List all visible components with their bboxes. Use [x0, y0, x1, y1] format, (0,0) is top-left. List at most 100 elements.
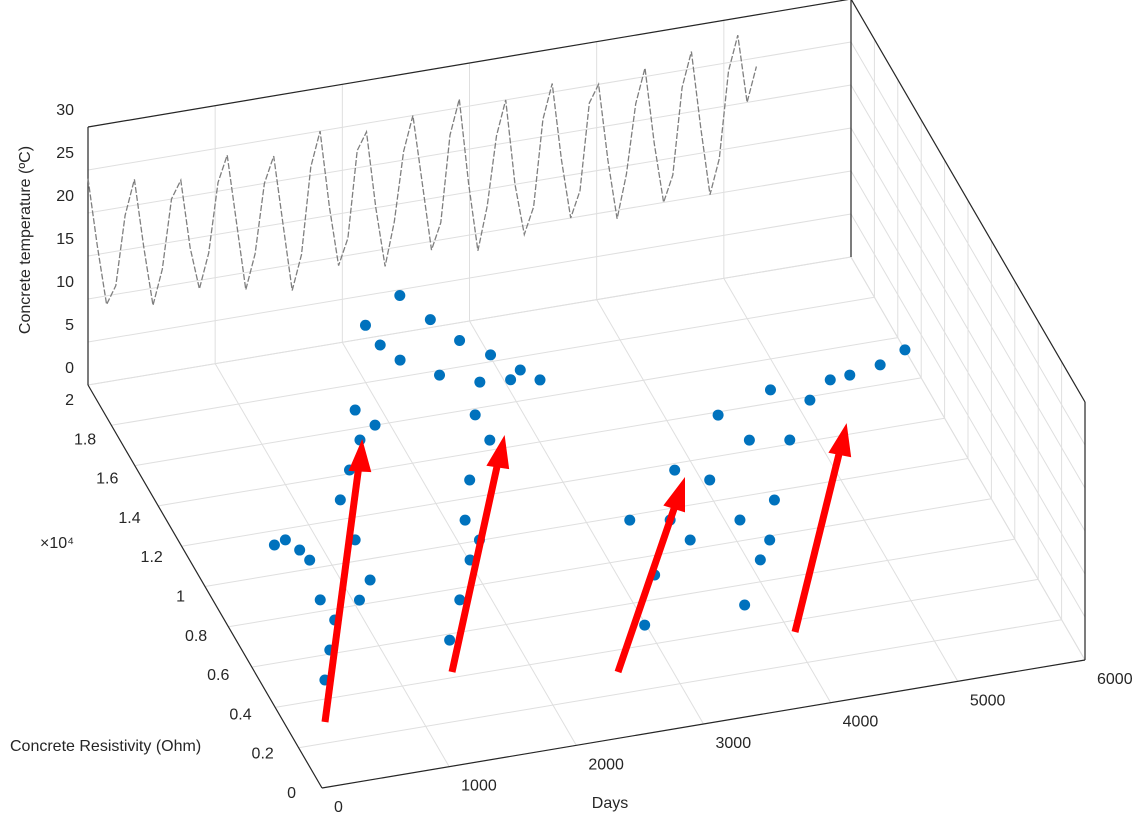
y-tick-label: 0.8 [185, 628, 207, 645]
scatter-point [374, 339, 386, 351]
x-tick-label: 0 [334, 799, 343, 814]
grid-line [111, 296, 875, 426]
scatter-point [304, 554, 316, 566]
z-tick-label: 25 [56, 145, 74, 162]
scatter-point [334, 494, 346, 506]
y-tick-label: 0 [287, 785, 296, 802]
grid-line [298, 619, 1062, 749]
arrow [791, 449, 844, 633]
grid-line [87, 256, 852, 386]
scatter-point [505, 374, 517, 386]
y-tick-label: 0.4 [229, 706, 251, 723]
grid-line [850, 84, 1086, 489]
x-tick-label: 5000 [970, 692, 1006, 709]
z-axis-label: Concrete temperature (ºC) [17, 146, 34, 334]
axis-edge [321, 659, 1086, 789]
grid-line [87, 41, 852, 171]
scatter-point [484, 434, 496, 446]
scatter-point [314, 594, 326, 606]
scatter-point [469, 409, 481, 421]
scatter-point [424, 314, 436, 326]
grid-line [228, 498, 992, 628]
x-tick-label: 1000 [461, 778, 497, 795]
axes-box [87, 0, 1086, 789]
trend-arrows [321, 423, 852, 723]
scatter-point [349, 404, 361, 416]
z-tick-label: 0 [65, 360, 74, 377]
scatter-point [639, 619, 651, 631]
grid-line [204, 458, 969, 587]
grid-line [87, 84, 852, 214]
z-tick-label: 5 [65, 317, 74, 334]
y-tick-label: 1.6 [96, 471, 118, 488]
scatter-point [899, 344, 911, 356]
scatter-point [454, 334, 466, 346]
scatter-point [669, 464, 681, 476]
axis-edge [87, 0, 849, 128]
scatter-point [444, 634, 456, 646]
z-tick-label: 10 [56, 274, 74, 291]
grid-line [181, 417, 945, 547]
scatter-point [684, 534, 696, 546]
scatter-point [712, 409, 724, 421]
scatter-point [704, 474, 716, 486]
temperature-line [87, 35, 758, 307]
grid-line [134, 337, 898, 467]
arrow [614, 501, 680, 674]
scatter-point [534, 374, 546, 386]
grid-line [850, 41, 1086, 446]
y-tick-label: 0.6 [207, 667, 229, 684]
x-tick-label: 4000 [843, 714, 879, 731]
tick-labels: 0 1000 2000 3000 4000 5000 6000 0 0.2 0.4 0.6 0.8 1 1… [56, 102, 1132, 814]
scatter-point [294, 544, 306, 556]
scatter-point [279, 534, 291, 546]
grid-line [158, 377, 922, 507]
scatter-point [364, 574, 376, 586]
grid-line [251, 538, 1015, 668]
arrow-head [486, 435, 510, 470]
scatter-point [485, 349, 497, 361]
scatter-point [354, 434, 366, 446]
x-tick-label: 3000 [716, 735, 752, 752]
scatter-point [784, 434, 796, 446]
arrow-head [348, 438, 372, 473]
y-tick-label: 1.4 [118, 510, 140, 527]
y-tick-label: 1 [176, 589, 185, 606]
y-tick-label: 0.2 [252, 746, 274, 763]
scatter-point [474, 376, 486, 388]
grid-line [850, 213, 1086, 618]
axis-edge [850, 0, 1086, 403]
scatter-point [824, 374, 836, 386]
x-axis-label: Days [592, 795, 628, 812]
scatter-point [514, 364, 526, 376]
y-tick-label: 2 [65, 392, 74, 409]
scatter-point [734, 514, 746, 526]
arrow-head [828, 423, 852, 458]
grid-line [850, 127, 1086, 532]
scatter-point [434, 369, 446, 381]
scatter-point [764, 384, 776, 396]
arrow [448, 461, 502, 673]
scatter-point [844, 369, 856, 381]
x-tick-label: 6000 [1097, 671, 1133, 688]
y-tick-label: 1.2 [141, 549, 163, 566]
scatter-point [743, 434, 755, 446]
grid-line [87, 170, 852, 300]
scatter-point [804, 394, 816, 406]
scatter-point [768, 494, 780, 506]
y-tick-label: 1.8 [74, 431, 96, 448]
scatter-point [624, 514, 636, 526]
grid-line [850, 256, 1086, 661]
y-multiplier: ×10⁴ [40, 535, 74, 552]
scatter-point [268, 539, 280, 551]
scatter-point [754, 554, 766, 566]
scatter-point [874, 359, 886, 371]
grid-line [275, 578, 1039, 708]
arrow [321, 464, 363, 723]
scatter-point [764, 534, 776, 546]
z-tick-label: 20 [56, 188, 74, 205]
scatter-point [459, 514, 471, 526]
scatter-point [394, 289, 406, 301]
